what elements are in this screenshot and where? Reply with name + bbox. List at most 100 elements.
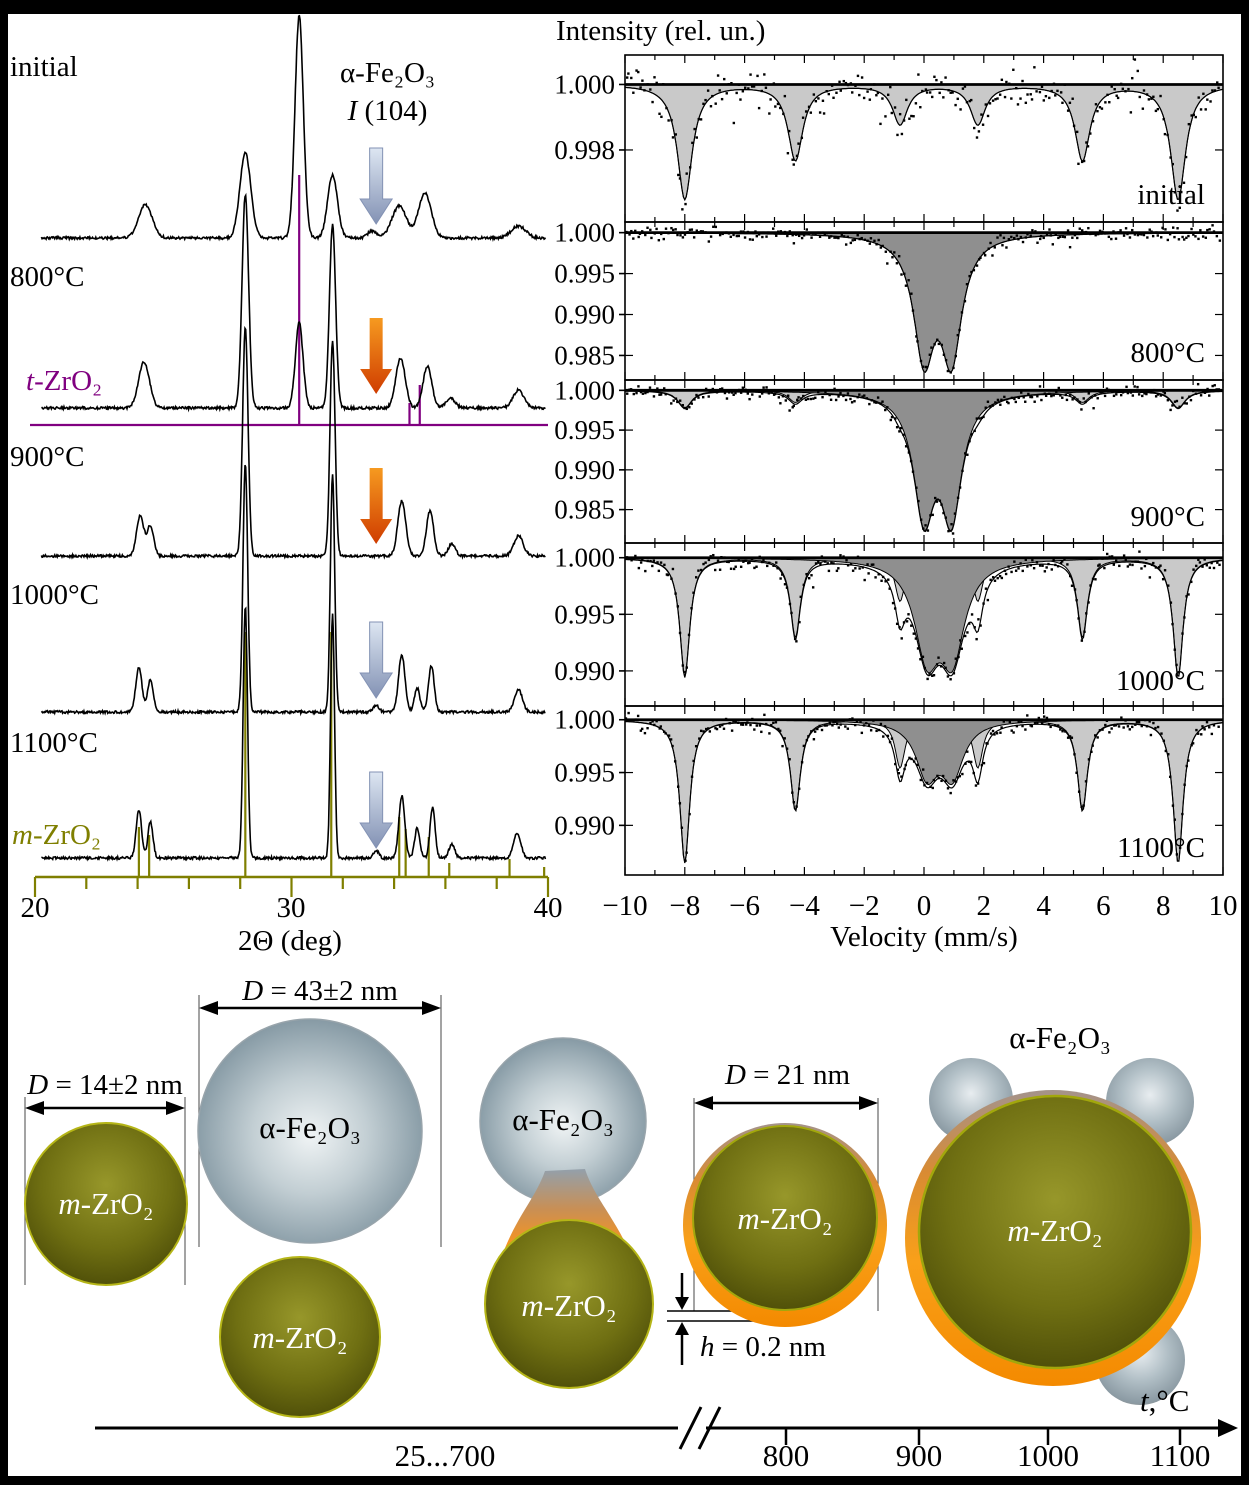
data-point	[1208, 726, 1211, 729]
data-point	[1063, 558, 1066, 561]
data-point	[722, 231, 726, 234]
data-point	[1033, 66, 1036, 69]
data-point	[776, 567, 779, 570]
data-point	[1192, 568, 1195, 571]
data-point	[982, 761, 986, 765]
data-point	[784, 399, 787, 402]
data-point	[765, 235, 768, 238]
data-point	[975, 136, 979, 139]
data-point	[727, 232, 731, 235]
data-point	[866, 90, 869, 93]
data-point	[739, 98, 742, 101]
data-point	[842, 79, 846, 83]
data-point	[828, 393, 831, 397]
data-point	[716, 231, 719, 235]
data-point	[723, 391, 727, 395]
data-point	[1100, 107, 1104, 110]
data-point	[729, 235, 732, 239]
data-point	[1087, 226, 1090, 230]
data-point	[670, 226, 673, 230]
data-point	[637, 385, 640, 388]
data-point	[748, 561, 751, 564]
mossbauer-ytick-label: 0.995	[554, 259, 615, 289]
data-point	[1042, 715, 1046, 718]
data-point	[1103, 566, 1106, 570]
data-point	[646, 726, 649, 730]
data-point	[986, 114, 990, 118]
data-point	[664, 393, 667, 396]
data-point	[707, 395, 710, 398]
xrd-trace-900°C	[40, 325, 546, 560]
data-point	[1155, 231, 1158, 234]
mossbauer-ytick-label: 1.000	[554, 375, 615, 405]
data-point	[807, 232, 810, 235]
data-point	[978, 417, 981, 420]
sphere-zirconia-contact	[484, 1219, 654, 1389]
data-point	[944, 516, 947, 519]
data-point	[643, 731, 647, 735]
data-point	[1049, 234, 1052, 237]
data-point	[753, 389, 756, 393]
data-point	[1013, 560, 1016, 563]
data-point	[986, 742, 989, 745]
data-point	[1112, 563, 1116, 566]
data-point	[863, 238, 867, 242]
data-point	[921, 365, 925, 368]
data-point	[1169, 156, 1172, 159]
data-point	[959, 108, 962, 111]
data-point	[1205, 721, 1209, 724]
data-point	[912, 632, 915, 635]
data-point	[1136, 560, 1139, 563]
data-point	[658, 393, 661, 396]
data-point	[1167, 584, 1170, 587]
data-point	[1133, 233, 1137, 236]
data-point	[824, 390, 827, 394]
data-point	[1138, 95, 1141, 99]
data-point	[1087, 601, 1090, 604]
data-point	[777, 396, 781, 399]
data-point	[745, 723, 748, 726]
data-point	[788, 758, 791, 761]
data-point	[898, 626, 901, 629]
data-point	[1116, 96, 1120, 100]
xrd-annotation-reflection: I (104)	[300, 96, 475, 126]
data-point	[1055, 390, 1058, 394]
data-point	[1094, 103, 1098, 106]
data-point	[872, 563, 875, 566]
data-point	[964, 634, 967, 638]
data-point	[888, 740, 892, 744]
data-point	[1143, 392, 1146, 395]
data-point	[974, 784, 978, 787]
label-zirconia-stage4: m-ZrO₂	[685, 1202, 885, 1236]
data-point	[1136, 385, 1139, 389]
data-point	[1152, 95, 1155, 98]
data-point	[1083, 231, 1086, 234]
data-point	[1019, 235, 1023, 239]
xrd-arrow-1100°C-steel	[359, 771, 394, 849]
data-point	[1004, 572, 1008, 576]
data-point	[822, 112, 826, 115]
data-point	[966, 631, 969, 634]
data-point	[966, 453, 969, 456]
data-point	[651, 100, 654, 104]
data-point	[882, 735, 885, 738]
data-point	[792, 163, 795, 166]
data-point	[685, 172, 688, 175]
mossbauer-pane-900°C: 1.000 0.995 0.990 0.985	[554, 375, 1224, 544]
data-point	[924, 88, 928, 91]
zr1-prefix: m	[58, 1186, 81, 1221]
data-point	[893, 607, 897, 610]
data-point	[1061, 235, 1064, 238]
data-point	[942, 661, 946, 665]
data-point	[1145, 392, 1148, 396]
data-point	[638, 232, 642, 235]
data-point	[1048, 392, 1051, 395]
data-point	[1115, 393, 1118, 396]
mossbauer-xtick-label: −4	[789, 890, 820, 922]
data-point	[875, 243, 878, 246]
data-point	[760, 560, 764, 564]
data-point	[952, 779, 955, 782]
data-point	[954, 354, 957, 358]
data-point	[1208, 566, 1211, 569]
data-point	[1059, 561, 1063, 565]
